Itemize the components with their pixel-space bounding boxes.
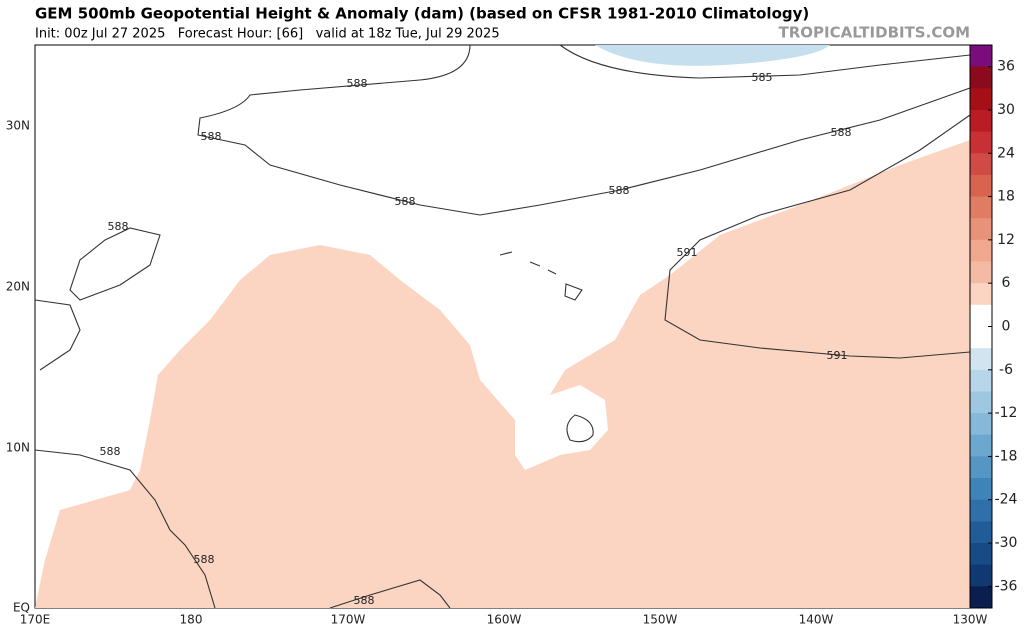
title: GEM 500mb Geopotential Height & Anomaly … <box>35 5 809 23</box>
subtitle: Init: 00z Jul 27 2025 Forecast Hour: [66… <box>35 27 500 42</box>
colorbar-band <box>970 283 992 306</box>
colorbar-band <box>970 88 992 111</box>
contour-label: 588 <box>194 553 215 566</box>
colorbar-label: -30 <box>995 535 1018 551</box>
colorbar-band <box>970 66 992 89</box>
lon-label: 130W <box>953 613 988 627</box>
colorbar-label: -12 <box>995 405 1018 421</box>
colorbar-band <box>970 239 992 263</box>
colorbar-label: -36 <box>995 578 1018 594</box>
contour-label: 591 <box>677 246 698 259</box>
colorbar-band <box>970 369 992 392</box>
colorbar-label: -18 <box>995 448 1018 464</box>
contour-label: 588 <box>347 77 368 90</box>
lat-label: 30N <box>6 119 30 133</box>
colorbar-band <box>970 499 992 522</box>
colorbar-band <box>970 261 992 284</box>
colorbar-band <box>970 434 992 457</box>
contour-label: 588 <box>395 195 416 208</box>
colorbar-label: 24 <box>997 145 1015 161</box>
lat-label: 10N <box>6 441 30 455</box>
colorbar-band <box>970 348 992 371</box>
lat-label: 20N <box>6 280 30 294</box>
lat-label: EQ <box>13 601 30 615</box>
contour-label: 588 <box>201 130 222 143</box>
colorbar-band <box>970 153 992 176</box>
contour-label: 588 <box>831 126 852 139</box>
contour-label: 591 <box>827 349 848 362</box>
colorbar-band <box>970 174 992 198</box>
lon-label: 140W <box>799 613 834 627</box>
colorbar-label: -24 <box>995 492 1018 508</box>
colorbar-label: 18 <box>997 189 1015 205</box>
colorbar-label: -6 <box>999 362 1013 378</box>
colorbar-band <box>970 218 992 241</box>
lon-label: 170E <box>20 613 51 627</box>
colorbar-label: 12 <box>997 232 1015 248</box>
colorbar-band <box>970 478 992 501</box>
negative-anomaly <box>595 45 830 66</box>
contour-label: 588 <box>100 445 121 458</box>
lon-label: 170W <box>331 613 366 627</box>
colorbar: 36 30 24 18 12 6 0 -6 -12 -18 -24 -30 -36 <box>969 44 1018 609</box>
colorbar-band <box>970 543 992 566</box>
contour-label: 585 <box>752 71 773 84</box>
positive-anomaly <box>35 140 970 608</box>
contour-label: 588 <box>354 594 375 607</box>
colorbar-band <box>970 413 992 436</box>
lon-label: 160W <box>487 613 522 627</box>
colorbar-band <box>970 586 992 609</box>
map-area <box>34 44 971 609</box>
colorbar-band <box>970 45 992 68</box>
contour-label: 588 <box>108 220 129 233</box>
colorbar-band <box>970 304 992 327</box>
colorbar-band <box>970 521 992 544</box>
contour-label: 588 <box>609 184 630 197</box>
colorbar-label: 6 <box>1002 275 1011 291</box>
colorbar-band <box>970 196 992 219</box>
colorbar-label: 30 <box>997 102 1015 118</box>
colorbar-band <box>970 326 992 349</box>
colorbar-label: 36 <box>997 59 1015 75</box>
colorbar-label: 0 <box>1002 319 1011 335</box>
lon-label: 180 <box>180 613 203 627</box>
lon-label: 150W <box>643 613 678 627</box>
colorbar-band <box>970 109 992 133</box>
colorbar-band <box>970 131 992 154</box>
contours <box>34 44 971 609</box>
colorbar-band <box>970 391 992 414</box>
colorbar-band <box>970 456 992 479</box>
watermark: TROPICALTIDBITS.COM <box>779 24 971 42</box>
colorbar-band <box>970 564 992 587</box>
